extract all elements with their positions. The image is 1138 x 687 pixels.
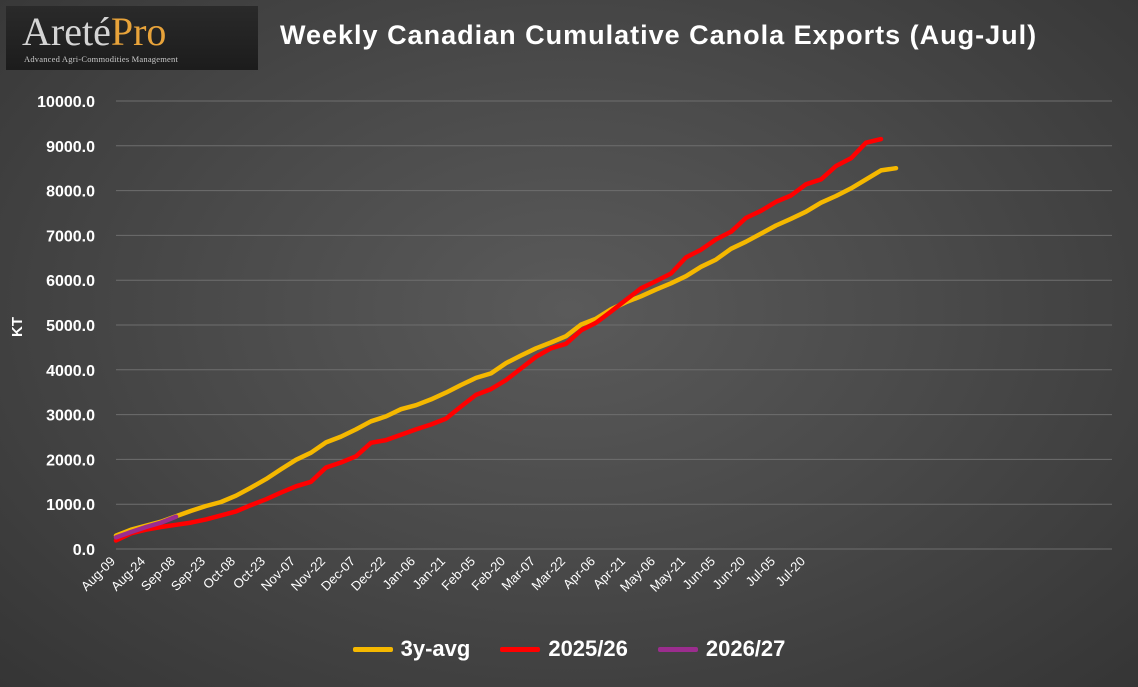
y-tick-label: 7000.0 bbox=[46, 228, 95, 245]
legend-item: 2025/26 bbox=[500, 636, 628, 662]
x-tick-label: Jan-06 bbox=[379, 554, 418, 593]
y-axis-tick-labels: 10000.0 9000.0 8000.0 7000.0 6000.0 5000.0 400… bbox=[37, 94, 95, 559]
series-lines bbox=[113, 136, 899, 543]
chart-title: Weekly Canadian Cumulative Canola Export… bbox=[280, 20, 1038, 50]
series-line-2026-27 bbox=[113, 514, 179, 540]
y-axis-label: KT bbox=[9, 317, 26, 337]
y-tick-label: 0.0 bbox=[73, 542, 95, 559]
gridlines bbox=[116, 100, 1112, 550]
legend-item: 3y-avg bbox=[352, 636, 471, 662]
legend-label: 2025/26 bbox=[548, 636, 628, 661]
logo-wordmark: AretéPro bbox=[22, 10, 166, 54]
logo-name-part1: Areté bbox=[22, 9, 111, 54]
y-tick-label: 2000.0 bbox=[46, 452, 95, 469]
legend-label: 2026/27 bbox=[705, 636, 786, 661]
series-line-3y-avg bbox=[113, 165, 899, 538]
legend-label: 3y-avg bbox=[400, 636, 471, 661]
x-tick-label: Oct-08 bbox=[200, 554, 238, 592]
logo-tagline: Advanced Agri-Commodities Management bbox=[24, 54, 179, 64]
legend-swatch bbox=[352, 646, 393, 652]
y-tick-label: 5000.0 bbox=[46, 318, 95, 335]
y-tick-label: 4000.0 bbox=[46, 363, 95, 380]
x-tick-label: Dec-22 bbox=[348, 554, 388, 594]
x-tick-label: Jun-05 bbox=[679, 554, 718, 593]
legend-item: 2026/27 bbox=[657, 636, 786, 662]
legend: 3y-avg 2025/26 2026/27 bbox=[0, 636, 1138, 662]
x-axis-tick-labels: Aug-09Aug-24Sep-08Sep-23Oct-08Oct-23Nov-… bbox=[78, 554, 808, 595]
logo: AretéPro Advanced Agri-Commodities Manag… bbox=[6, 6, 258, 70]
legend-swatch bbox=[500, 646, 541, 652]
series-line-2025-26 bbox=[113, 136, 884, 543]
y-tick-label: 1000.0 bbox=[46, 497, 95, 514]
y-tick-label: 8000.0 bbox=[46, 184, 95, 201]
x-tick-label: Jun-20 bbox=[709, 554, 748, 593]
y-tick-label: 10000.0 bbox=[37, 94, 95, 111]
logo-name-part2: Pro bbox=[110, 9, 167, 54]
x-tick-label: Apr-06 bbox=[560, 554, 598, 592]
y-tick-label: 9000.0 bbox=[46, 139, 95, 156]
legend-swatch bbox=[657, 646, 698, 652]
x-tick-label: Jul-20 bbox=[772, 554, 808, 590]
x-tick-label: Jul-05 bbox=[742, 554, 778, 590]
x-tick-label: Mar-22 bbox=[528, 554, 568, 594]
y-tick-label: 6000.0 bbox=[46, 273, 95, 290]
y-tick-label: 3000.0 bbox=[46, 408, 95, 425]
x-tick-label: Sep-23 bbox=[168, 554, 208, 594]
